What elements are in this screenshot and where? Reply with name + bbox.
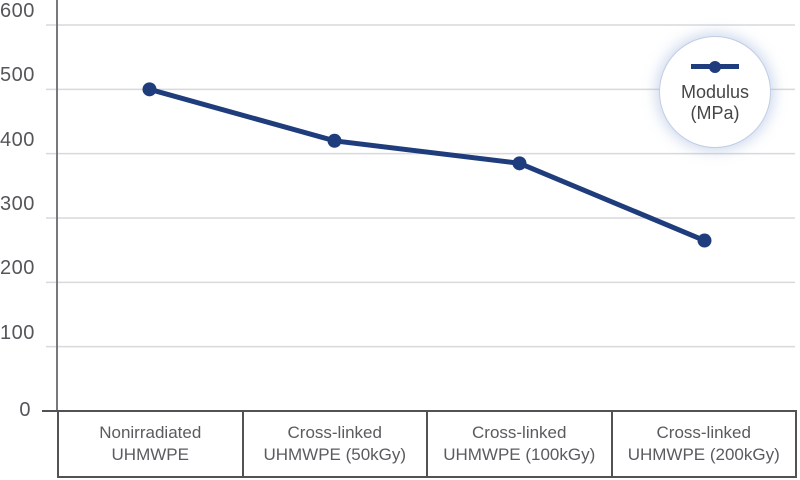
legend-line-marker-icon: [691, 60, 739, 73]
data-point: [512, 156, 527, 171]
category-axis-table: Nonirradiated UHMWPE Cross-linked UHMWPE (5…: [57, 410, 797, 478]
category-label-line: Cross-linked: [287, 423, 382, 442]
modulus-series-line: [148, 86, 706, 243]
data-point: [327, 133, 342, 148]
category-cell: Cross-linked UHMWPE (100kGy): [428, 412, 613, 476]
category-label-line: Cross-linked: [472, 423, 567, 442]
legend-label-line2: (MPa): [690, 102, 740, 123]
legend-label-line1: Modulus: [680, 81, 750, 102]
legend-dot-swatch: [709, 60, 721, 73]
category-cell: Cross-linked UHMWPE (200kGy): [613, 412, 796, 476]
category-label-line: UHMWPE (200kGy): [627, 445, 780, 464]
category-label-line: UHMWPE: [111, 445, 189, 464]
category-label-line: Cross-linked: [656, 423, 751, 442]
legend-circle: Modulus (MPa): [659, 36, 771, 148]
data-point: [697, 233, 712, 248]
category-label-line: UHMWPE (100kGy): [443, 445, 596, 464]
category-cell: Nonirradiated UHMWPE: [59, 412, 244, 476]
category-cell: Cross-linked UHMWPE (50kGy): [244, 412, 428, 476]
category-label-line: Nonirradiated: [99, 423, 202, 442]
data-point: [142, 82, 157, 97]
category-label-line: UHMWPE (50kGy): [263, 445, 407, 464]
